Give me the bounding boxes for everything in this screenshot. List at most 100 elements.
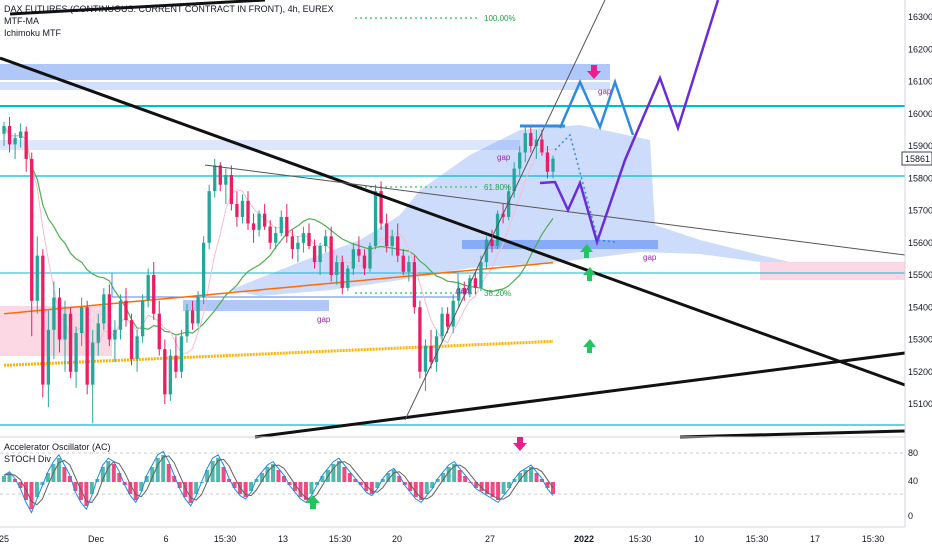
indicator-mtf-ma[interactable]: MTF-MA [4,16,39,26]
price-tick-label: 16200 [908,44,932,54]
candle-body [102,294,106,324]
candle-body [79,307,84,334]
ac-bar [188,482,193,503]
time-axis-labels: 25 Dec 6 15:30 13 15:30 20 27 2022 15:30 10 15:30 17… [0,534,884,544]
ac-bar [353,479,358,482]
candle-body [179,336,184,372]
forecast-dotted [554,133,616,243]
symbol-title[interactable]: DAX FUTURES (CONTINUOUS: CURRENT CONTRAC… [4,4,334,14]
candle-body [290,236,295,250]
candle-body [407,262,411,272]
ac-bar [408,482,413,491]
ac-bar [529,467,534,482]
ac-bar [243,482,248,497]
ac-bar [45,473,50,482]
oscillator-layer [2,450,555,514]
candle-body [551,158,555,172]
candle-body [7,126,12,145]
ac-bar [23,482,28,500]
candle-body [490,239,494,246]
candle-body [118,300,123,330]
candle-body [190,310,195,324]
upper-zone [0,140,520,150]
gap-label: gap [598,87,612,96]
candle-body [512,168,516,192]
chart-legend: DAX FUTURES (CONTINUOUS: CURRENT CONTRAC… [4,3,334,39]
candle-body [457,287,461,301]
ac-bar [298,482,303,497]
candle-body [523,133,527,153]
price-tick-label: 15800 [908,173,932,183]
price-axis[interactable] [905,0,932,550]
candle-body [335,262,339,275]
indicator-ichimoku[interactable]: Ichimoku MTF [4,28,62,38]
stoch-d-line [3,455,554,506]
ac-bar [309,482,314,494]
candle-body [429,345,433,363]
candle-body [368,245,372,269]
candle-body [540,139,544,153]
candle-body [418,307,422,372]
candle-body [346,268,350,288]
ac-bar [292,482,297,491]
ac-bar [183,482,188,497]
ac-bar [551,482,555,494]
ac-bar [144,476,149,482]
last-price-badge [901,151,932,166]
time-axis[interactable] [0,527,932,550]
candle-body [473,278,478,288]
hlines-layer [0,17,905,426]
ac-bar [490,482,495,497]
ac-bar [7,473,12,482]
candle-body [312,245,317,263]
candle-body [68,313,73,372]
ac-bar [430,482,435,488]
arrow-up-icon [583,267,596,281]
candle-body [140,300,145,337]
price-axis-labels: 16300 16200 16100 16000 15900 15800 15700 15600… [908,12,932,409]
ac-bar [117,473,122,482]
ac-bar [507,482,512,488]
time-tick-label: 15:30 [746,534,769,544]
time-tick-label: 20 [392,534,402,544]
time-tick-label: 2022 [574,534,594,544]
candle-body [468,278,472,295]
time-tick-label: 6 [163,534,168,544]
ac-bar [177,482,182,488]
top-trend-line [9,0,266,16]
candle-body [329,236,333,275]
trendlines-layer [0,0,906,439]
candle-body [52,297,56,330]
candle-body [213,165,217,192]
candle-body [262,213,267,227]
candle-body [174,355,178,372]
indicator-accelerator[interactable]: Accelerator Oscillator (AC) [4,442,111,452]
ac-bar [78,482,83,500]
indicator-stoch-div[interactable]: STOCH Div [4,454,51,464]
candle-body [340,262,344,288]
ac-bar [545,482,550,488]
markers-layer: 100.00% 61.80% 38.20% gap gap gap gap ga… [317,14,657,353]
ac-bar [172,476,177,482]
ac-bar [402,482,407,485]
gap-label: gap [497,153,511,162]
candle-body [196,297,200,324]
ac-bar [100,467,105,482]
time-tick-label: 10 [694,534,704,544]
ac-bar [336,461,341,482]
ac-bar [18,482,23,488]
ac-bar [150,467,155,482]
ac-bar [265,467,270,482]
candle-body [301,233,306,243]
ac-bar [380,479,385,482]
ac-bar [496,482,501,500]
candle-body [501,213,505,217]
price-tick-label: 15900 [908,141,932,151]
ac-bar [271,464,276,482]
candle-body [390,236,394,246]
ac-bar [463,476,468,482]
ac-bar [364,482,369,491]
time-tick-label: 27 [485,534,495,544]
ac-bar [111,464,116,482]
